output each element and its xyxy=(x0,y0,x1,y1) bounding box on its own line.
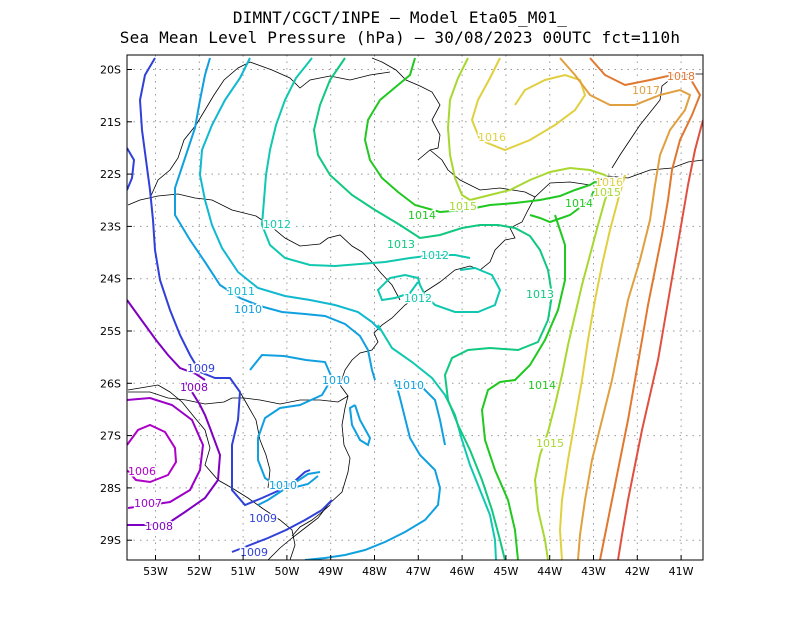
state-border-5 xyxy=(128,391,349,405)
isobar-1010 xyxy=(304,379,442,560)
lat-tick-label: 27S xyxy=(100,430,121,443)
country-border xyxy=(127,384,296,560)
lat-tick-label: 28S xyxy=(100,482,121,495)
state-border-2 xyxy=(371,57,441,161)
contour-label: 1017 xyxy=(632,84,660,97)
lon-tick-label: 45W xyxy=(493,565,518,578)
lat-tick-label: 20S xyxy=(100,64,121,77)
contour-label: 1016 xyxy=(595,176,623,189)
lon-tick-label: 49W xyxy=(318,565,343,578)
graticule xyxy=(127,55,703,560)
isobar-1020 xyxy=(645,420,703,560)
isobar-1019 xyxy=(617,119,703,560)
isobar-1012 xyxy=(376,266,502,313)
coastline xyxy=(267,159,703,560)
lon-tick-label: 46W xyxy=(450,565,475,578)
isobar-1016 xyxy=(558,174,626,560)
isobar-1015 xyxy=(446,57,613,202)
isobar-1013 xyxy=(312,57,554,560)
isobar-1008 xyxy=(127,381,222,526)
lon-tick-label: 44W xyxy=(537,565,562,578)
contour-label: 1014 xyxy=(408,209,436,222)
contour-label: 1016 xyxy=(478,131,506,144)
contour-label: 1009 xyxy=(249,512,277,525)
isobar-1010 xyxy=(174,57,376,381)
contour-label: 1013 xyxy=(387,238,415,251)
river-border-2 xyxy=(249,61,391,89)
contour-label: 1012 xyxy=(404,292,432,305)
isobar-1011 xyxy=(198,57,381,331)
lon-tick-label: 47W xyxy=(406,565,431,578)
isobar-1016 xyxy=(470,57,587,152)
lon-tick-label: 48W xyxy=(362,565,387,578)
contour-label: 1008 xyxy=(180,381,208,394)
contour-label: 1013 xyxy=(526,288,554,301)
isobar-1008 xyxy=(127,299,206,381)
contour-label: 1008 xyxy=(145,520,173,533)
isobar-1018 xyxy=(589,57,702,560)
title-line-2: Sea Mean Level Pressure (hPa) – 30/08/20… xyxy=(119,28,681,47)
isobar-1010 xyxy=(348,404,372,447)
isobar-1012 xyxy=(377,324,497,560)
isobar-1009 xyxy=(138,57,311,507)
isobar-1017 xyxy=(559,57,692,560)
isobar-1014 xyxy=(363,57,599,214)
isobar-1010 xyxy=(249,353,334,490)
state-border-6 xyxy=(239,391,271,489)
contour-label: 1010 xyxy=(322,374,350,387)
contour-label: 1009 xyxy=(187,362,215,375)
lat-tick-label: 22S xyxy=(100,168,121,181)
isobar-1007 xyxy=(127,396,205,509)
contour-label: 1009 xyxy=(240,546,268,559)
lon-tick-label: 52W xyxy=(187,565,212,578)
isobar-1009 xyxy=(127,147,136,191)
contour-label: 1010 xyxy=(269,479,297,492)
lat-tick-label: 25S xyxy=(100,325,121,338)
contour-label: 1007 xyxy=(134,497,162,510)
lon-tick-label: 42W xyxy=(625,565,650,578)
contour-label: 1012 xyxy=(263,218,291,231)
contour-label: 1015 xyxy=(593,186,621,199)
isobar-1012 xyxy=(260,57,471,268)
lat-tick-label: 21S xyxy=(100,116,121,129)
lat-tick-label: 24S xyxy=(100,273,121,286)
isobar-1009 xyxy=(231,499,333,553)
contour-label: 1011 xyxy=(227,285,255,298)
lon-tick-label: 41W xyxy=(669,565,694,578)
lon-tick-label: 51W xyxy=(231,565,256,578)
isobars xyxy=(127,57,703,560)
contour-label: 1012 xyxy=(421,249,449,262)
contour-label: 1010 xyxy=(234,303,262,316)
latitude-axis: 20S 21S 22S 23S 24S 25S 26S 27S 28S 29S xyxy=(100,64,132,547)
contour-label: 1015 xyxy=(449,200,477,213)
isobar-1015 xyxy=(533,181,613,560)
contour-label: 1014 xyxy=(565,197,593,210)
isobar-1014 xyxy=(480,214,566,560)
lon-tick-label: 50W xyxy=(274,565,299,578)
contour-label: 1018 xyxy=(667,70,695,83)
contour-label: 1014 xyxy=(528,379,556,392)
lat-tick-label: 26S xyxy=(100,377,121,390)
isobar-1014 xyxy=(529,179,599,224)
contour-label: 1006 xyxy=(128,465,156,478)
title-line-1: DIMNT/CGCT/INPE – Model Eta05_M01_ xyxy=(232,8,568,27)
state-border-3 xyxy=(429,149,536,198)
lon-tick-label: 53W xyxy=(143,565,168,578)
contour-labels: 1018 1017 1016 1016 1015 1015 1014 1014 … xyxy=(127,69,697,561)
plot-frame xyxy=(126,54,704,561)
isobar-1006 xyxy=(127,423,178,484)
contour-label: 1010 xyxy=(396,379,424,392)
isobar-1010 xyxy=(403,379,446,446)
longitude-axis: 53W 52W 51W 50W 49W 48W 47W 46W 45W 44W 43W 42W 41W xyxy=(143,555,694,578)
coast-lake xyxy=(291,504,331,537)
isobar-1020 xyxy=(690,535,703,560)
lat-tick-label: 23S xyxy=(100,220,121,233)
contour-label: 1015 xyxy=(536,437,564,450)
lat-tick-label: 29S xyxy=(100,534,121,547)
lon-tick-label: 43W xyxy=(581,565,606,578)
state-border-4 xyxy=(127,193,401,301)
